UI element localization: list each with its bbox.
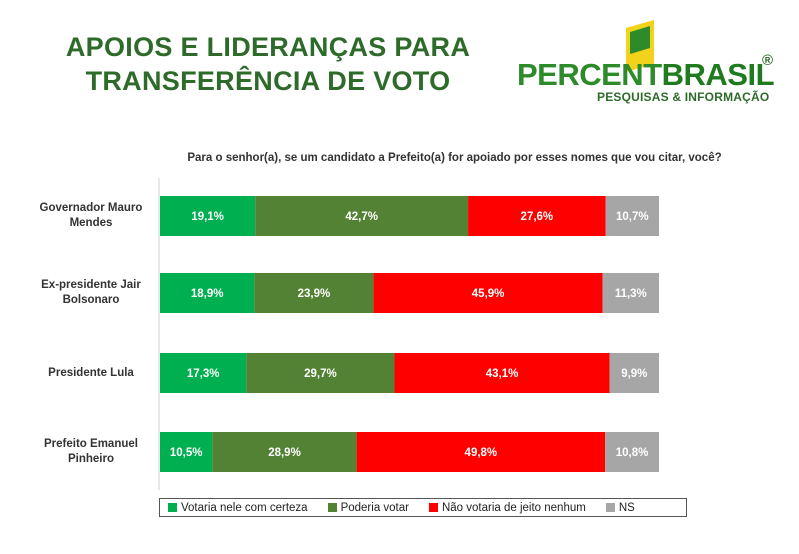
legend-item: Poderia votar bbox=[327, 501, 409, 514]
category-label-line: Governador Mauro bbox=[39, 202, 143, 214]
logo-registered-mark: ® bbox=[762, 52, 774, 69]
category-label-line: Bolsonaro bbox=[62, 294, 120, 306]
bar-segment bbox=[212, 432, 357, 472]
data-label: 9,9% bbox=[621, 368, 647, 380]
legend-swatch bbox=[605, 503, 615, 512]
bar-segment bbox=[160, 432, 213, 472]
chart-legend: Votaria nele com certeza Poderia votar Não… bbox=[159, 498, 687, 517]
data-label: 49,8% bbox=[465, 447, 498, 459]
data-label: 27,6% bbox=[521, 211, 554, 223]
bar-segment bbox=[356, 432, 606, 472]
chart-title: Para o senhor(a), se um candidato a Pref… bbox=[187, 152, 722, 164]
data-label: 28,9% bbox=[268, 447, 301, 459]
page-title: APOIOS E LIDERANÇAS PARA TRANSFERÊNCIA D… bbox=[58, 30, 478, 98]
data-label: 10,8% bbox=[616, 447, 649, 459]
legend-item: Não votaria de jeito nenhum bbox=[428, 501, 586, 514]
bar-segment bbox=[394, 353, 610, 393]
data-label: 29,7% bbox=[304, 368, 337, 380]
category-label-line: Pinheiro bbox=[67, 453, 114, 465]
title-line-2: TRANSFERÊNCIA DE VOTO bbox=[85, 66, 451, 96]
legend-label: Poderia votar bbox=[340, 501, 409, 514]
bar-segment bbox=[160, 273, 255, 313]
data-label: 17,3% bbox=[187, 368, 220, 380]
data-label: 19,1% bbox=[191, 211, 224, 223]
legend-item: NS bbox=[605, 501, 635, 514]
data-label: 45,9% bbox=[472, 288, 505, 300]
legend-label: Votaria nele com certeza bbox=[181, 501, 308, 514]
data-label: 10,5% bbox=[170, 447, 203, 459]
legend-label: NS bbox=[618, 501, 635, 514]
logo-brand-part2: BRASIL bbox=[661, 57, 775, 92]
bar-segment bbox=[246, 353, 395, 393]
category-label: Ex-presidente Jair Bolsonaro bbox=[30, 278, 152, 308]
bar-segment bbox=[255, 196, 469, 236]
logo-brand-part1: PERCENT bbox=[517, 57, 662, 92]
category-label: Prefeito Emanuel Pinheiro bbox=[30, 437, 152, 467]
legend-swatch bbox=[428, 503, 438, 512]
bar-segment bbox=[602, 273, 659, 313]
data-label: 18,9% bbox=[191, 288, 224, 300]
legend-swatch bbox=[327, 503, 337, 512]
data-label: 11,3% bbox=[615, 288, 647, 300]
bar-segment bbox=[160, 353, 247, 393]
logo-brand-text: PERCENTBRASIL bbox=[517, 57, 775, 92]
category-label-line: Mendes bbox=[69, 217, 113, 229]
bar-segment bbox=[160, 196, 256, 236]
category-label-line: Ex-presidente Jair bbox=[41, 279, 141, 291]
category-label: Governador Mauro Mendes bbox=[30, 201, 152, 231]
bar-segment bbox=[609, 353, 659, 393]
legend-swatch bbox=[168, 503, 177, 512]
bar-segment bbox=[468, 196, 606, 236]
category-label: Presidente Lula bbox=[30, 366, 152, 381]
category-label-line: Prefeito Emanuel bbox=[44, 438, 138, 450]
bar-segment bbox=[373, 273, 603, 313]
bar-segment bbox=[605, 432, 659, 472]
bar-segment bbox=[254, 273, 374, 313]
legend-item: Votaria nele com certeza bbox=[168, 502, 308, 514]
legend-label: Não votaria de jeito nenhum bbox=[441, 501, 586, 514]
bar-segment bbox=[605, 196, 659, 236]
data-label: 10,7% bbox=[616, 211, 649, 223]
logo-tagline: PESQUISAS & INFORMAÇÃO bbox=[597, 90, 770, 104]
data-label: 43,1% bbox=[486, 368, 519, 380]
logo-flag-icon bbox=[626, 20, 654, 72]
percentbrasil-logo: PERCENTBRASIL ® PESQUISAS & INFORMAÇÃO bbox=[515, 14, 785, 114]
category-label-line: Presidente Lula bbox=[48, 366, 134, 379]
title-line-1: APOIOS E LIDERANÇAS PARA bbox=[65, 32, 471, 62]
data-label: 23,9% bbox=[298, 288, 331, 300]
data-label: 42,7% bbox=[345, 211, 378, 223]
